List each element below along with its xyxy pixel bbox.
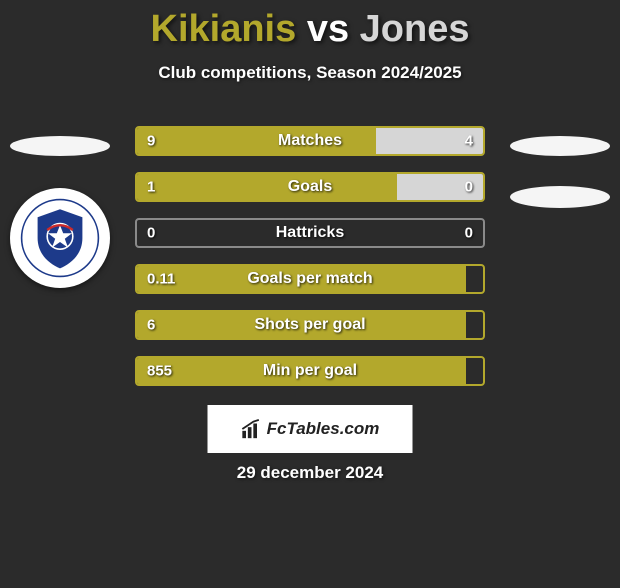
fctables-watermark: FcTables.com [208,405,413,453]
decorative-ellipse [510,186,610,208]
stat-value-player2: 0 [465,225,473,242]
bar-player1 [137,312,466,338]
adelaide-united-badge [10,188,110,288]
subtitle: Club competitions, Season 2024/2025 [0,63,620,83]
player1-club-badge [10,188,110,288]
comparison-title: Kikianis vs Jones [0,8,620,51]
stat-row: Goals per match0.11 [135,264,485,294]
date-text: 29 december 2024 [0,463,620,483]
stat-value-player1: 0 [147,225,155,242]
decorative-ellipse [510,136,610,156]
vs-separator: vs [307,8,349,50]
player1-name: Kikianis [151,8,297,50]
stat-row: Min per goal855 [135,356,485,386]
bars-icon [241,418,263,440]
shield-icon [20,198,100,278]
stat-row: Matches94 [135,126,485,156]
fctables-text: FcTables.com [267,419,380,439]
stat-row: Goals10 [135,172,485,202]
bar-player1 [137,174,397,200]
bar-player2 [376,128,483,154]
stats-chart: Matches94 Goals10 Hattricks0 0 Goals per mat… [135,126,485,402]
stat-row: Shots per goal6 [135,310,485,340]
bar-player1 [137,128,376,154]
bar-player1 [137,266,466,292]
bar-player1 [137,358,466,384]
player2-name: Jones [360,8,470,50]
stat-label: Hattricks [137,224,483,242]
bar-player2 [397,174,484,200]
stat-row: Hattricks0 0 [135,218,485,248]
decorative-ellipse [10,136,110,156]
